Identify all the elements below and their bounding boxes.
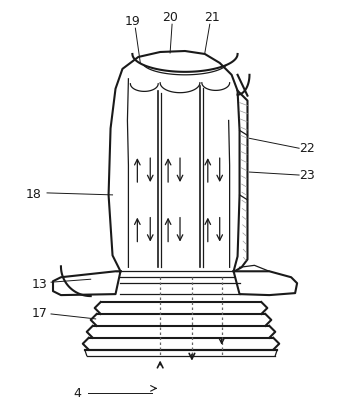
Text: 4: 4 <box>74 387 82 400</box>
Text: 22: 22 <box>299 142 315 155</box>
Text: 17: 17 <box>31 307 47 320</box>
Text: 20: 20 <box>162 11 178 24</box>
Text: 19: 19 <box>124 15 140 28</box>
Text: 21: 21 <box>204 11 219 24</box>
Text: 18: 18 <box>25 188 41 202</box>
Text: 23: 23 <box>299 168 315 181</box>
Text: 13: 13 <box>31 278 47 291</box>
